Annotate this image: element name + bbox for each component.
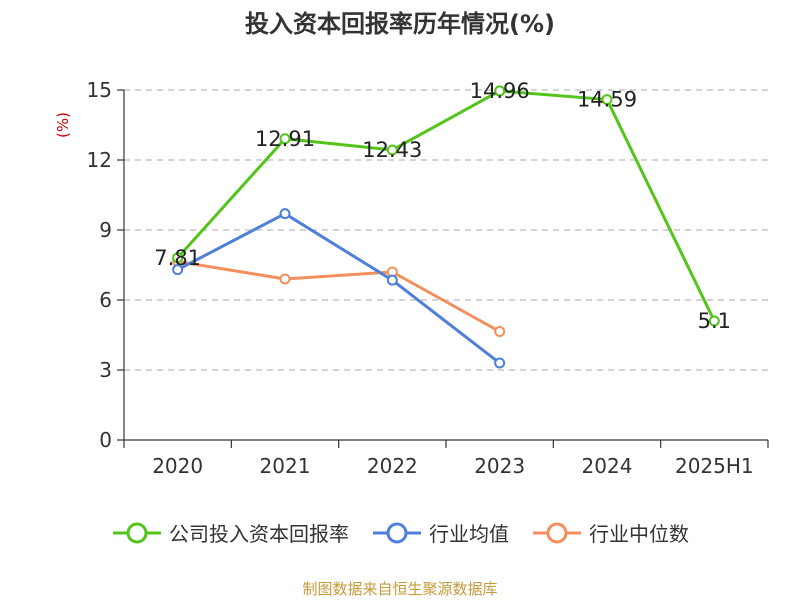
- data-label: 14.59: [577, 88, 637, 112]
- y-tick-label: 6: [99, 288, 112, 312]
- data-label: 5.1: [698, 309, 731, 333]
- data-label: 14.96: [470, 79, 530, 103]
- data-label: 7.81: [154, 246, 201, 270]
- legend-swatch-industry-mean-icon: [373, 522, 421, 543]
- series-lines: [172, 85, 720, 369]
- legend-swatch-company-icon: [113, 522, 161, 543]
- legend-item-industry-mean[interactable]: 行业均值: [371, 518, 509, 547]
- legend-item-company[interactable]: 公司投入资本回报率: [111, 518, 349, 547]
- y-tick-label: 0: [99, 428, 112, 452]
- series-line: [176, 89, 716, 322]
- x-tick-label: 2020: [152, 454, 203, 478]
- gridlines: [124, 89, 768, 371]
- data-point[interactable]: [172, 264, 184, 276]
- y-tick-label: 15: [87, 78, 112, 102]
- data-point[interactable]: [279, 133, 291, 145]
- legend-label-industry-median: 行业中位数: [589, 522, 689, 546]
- legend-swatch-industry-median-icon: [533, 522, 581, 543]
- y-tick-label: 12: [87, 148, 112, 172]
- chart-title: 投入资本回报率历年情况(%): [245, 10, 555, 38]
- y-axis-label: (%): [54, 112, 72, 138]
- data-point[interactable]: [494, 326, 506, 337]
- x-tick-label: 2022: [367, 454, 418, 478]
- y-tick-label: 3: [99, 358, 112, 382]
- data-point[interactable]: [279, 273, 291, 285]
- source-note: 制图数据来自恒生聚源数据库: [302, 580, 498, 598]
- data-point[interactable]: [386, 144, 398, 156]
- data-point[interactable]: [172, 252, 184, 264]
- axes: 0 3 6 9 12 15 2020 2021 2022 2023 2024 2025H1 (%): [54, 78, 769, 478]
- legend-label-company: 公司投入资本回报率: [169, 522, 349, 546]
- x-tick-label: 2021: [260, 454, 311, 478]
- data-label: 12.43: [362, 138, 422, 162]
- x-tick-label: 2023: [474, 454, 525, 478]
- data-label: 12.91: [255, 127, 315, 151]
- data-point[interactable]: [601, 94, 613, 106]
- data-point[interactable]: [494, 85, 506, 97]
- data-point[interactable]: [494, 357, 506, 369]
- x-tick-label: 2024: [582, 454, 633, 478]
- y-tick-label: 9: [99, 218, 112, 242]
- data-point[interactable]: [708, 315, 720, 327]
- legend: 公司投入资本回报率 行业均值 行业中位数: [0, 518, 800, 547]
- data-point[interactable]: [386, 274, 398, 286]
- x-tick-label: 2025H1: [675, 454, 754, 478]
- legend-item-industry-median[interactable]: 行业中位数: [531, 518, 689, 547]
- data-point[interactable]: [279, 208, 291, 220]
- legend-label-industry-mean: 行业均值: [429, 522, 509, 546]
- series-line: [177, 260, 501, 333]
- series-line: [176, 212, 501, 365]
- data-labels: 7.81 12.91 12.43 14.96 14.59 5.1: [154, 79, 731, 333]
